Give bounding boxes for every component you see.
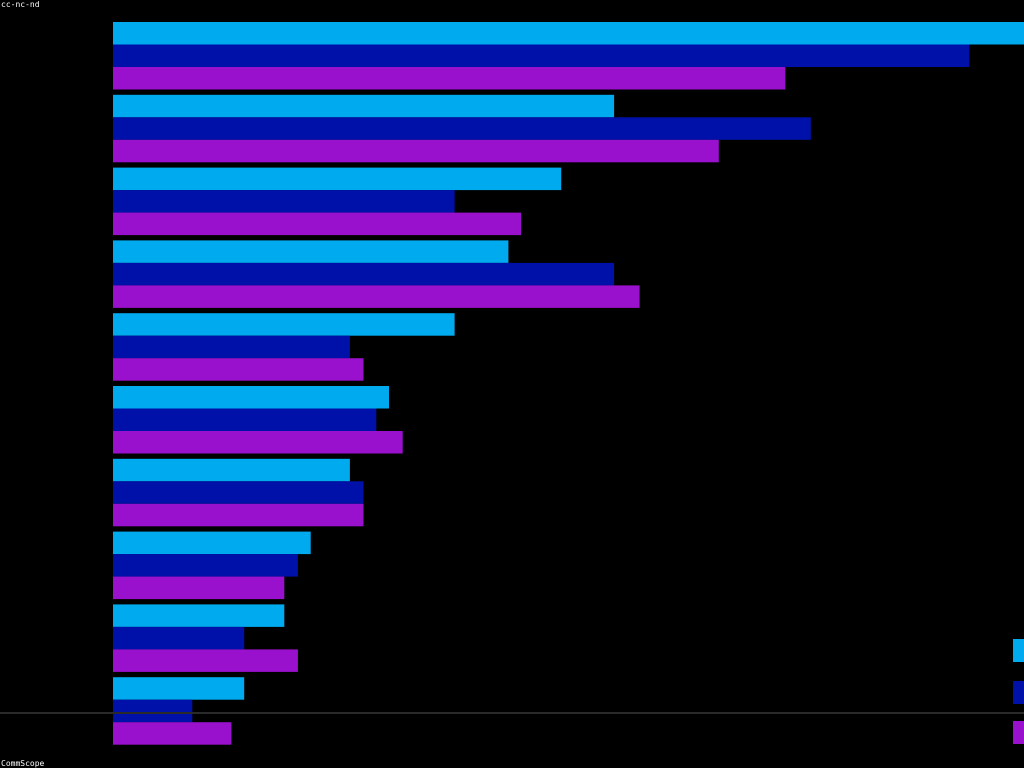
bar-series-1-group-6 xyxy=(113,386,389,409)
legend-swatch-3 xyxy=(1013,721,1024,744)
footer-divider xyxy=(0,712,1024,714)
bar-group-10 xyxy=(113,677,245,745)
bar-group-3 xyxy=(113,167,562,236)
bar-series-2-group-6 xyxy=(113,408,377,431)
bar-series-3-group-1 xyxy=(113,67,786,90)
bar-series-3-group-6 xyxy=(113,431,403,454)
legend-swatch-1 xyxy=(1013,639,1024,662)
bar-series-2-group-9 xyxy=(113,626,245,650)
bar-group-6 xyxy=(113,386,403,454)
bar-series-3-group-8 xyxy=(113,576,285,600)
license-label: cc-nc-nd xyxy=(1,0,40,9)
bar-series-1-group-8 xyxy=(113,531,311,555)
bar-series-3-group-2 xyxy=(113,139,719,163)
bar-group-5 xyxy=(113,313,455,381)
bar-series-1-group-4 xyxy=(113,240,509,263)
bar-series-2-group-7 xyxy=(113,481,364,504)
credit-label: CommScope xyxy=(1,759,45,768)
bar-series-2-group-3 xyxy=(113,190,455,213)
bar-series-1-group-9 xyxy=(113,604,285,627)
bar-series-1-group-2 xyxy=(113,94,615,118)
bar-group-9 xyxy=(113,604,298,672)
bar-series-2-group-8 xyxy=(113,554,298,577)
bar-series-2-group-2 xyxy=(113,117,811,140)
bar-group-2 xyxy=(113,94,811,163)
bar-series-1-group-1 xyxy=(113,22,1024,45)
legend-swatch-2 xyxy=(1013,681,1024,704)
bar-group-7 xyxy=(113,458,364,527)
bar-series-3-group-5 xyxy=(113,358,364,381)
bar-series-1-group-10 xyxy=(113,677,245,700)
bar-group-1 xyxy=(113,22,1024,90)
bar-series-2-group-10 xyxy=(113,699,193,723)
bar-series-3-group-4 xyxy=(113,285,640,308)
bar-series-3-group-9 xyxy=(113,649,298,672)
bar-series-2-group-5 xyxy=(113,335,350,359)
bar-group-4 xyxy=(113,240,640,308)
bar-series-1-group-3 xyxy=(113,167,562,191)
bar-series-1-group-7 xyxy=(113,458,350,482)
bar-group-8 xyxy=(113,531,311,600)
bar-series-2-group-1 xyxy=(113,44,970,67)
bar-series-3-group-10 xyxy=(113,722,232,745)
bar-series-1-group-5 xyxy=(113,313,455,336)
bar-series-3-group-7 xyxy=(113,503,364,527)
bar-series-3-group-3 xyxy=(113,212,522,236)
bar-series-2-group-4 xyxy=(113,262,615,286)
